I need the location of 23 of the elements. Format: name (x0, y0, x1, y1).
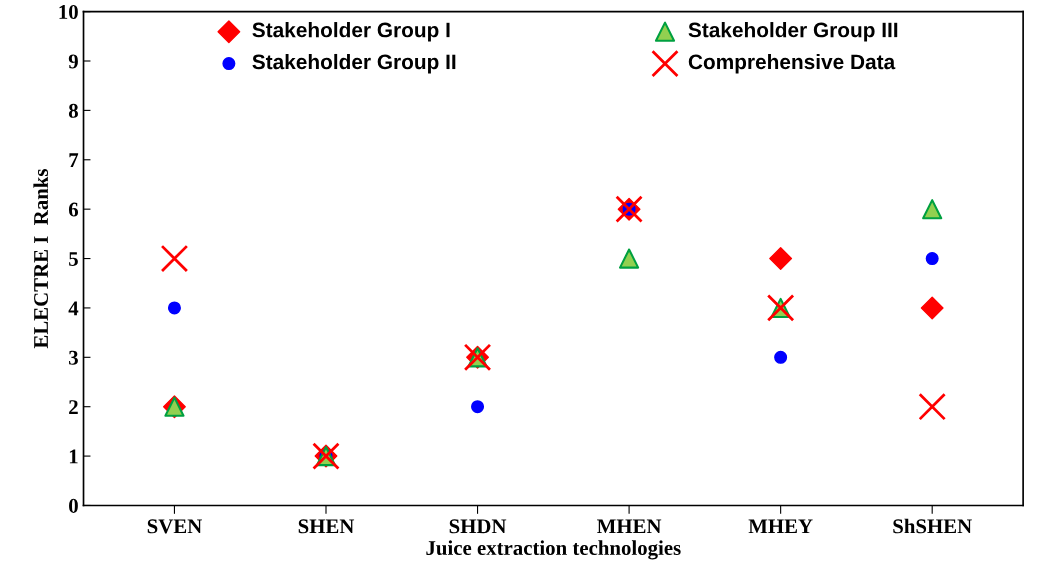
legend-label: Comprehensive Data (688, 53, 896, 74)
y-tick-label: 10 (59, 4, 78, 20)
y-tick-label: 0 (69, 498, 78, 513)
x-tick-label: ShSHEN (893, 518, 972, 534)
legend-label: Stakeholder Group I (252, 22, 450, 42)
x-tick-label: SHEN (298, 519, 355, 534)
x-axis-title: Juice extraction technologies (426, 540, 681, 560)
x-tick-label: MHEN (597, 519, 662, 534)
legend-label: Stakeholder Group III (688, 22, 898, 42)
y-tick-label: 3 (69, 350, 78, 365)
y-tick-label: 4 (68, 301, 79, 316)
x-tick-label: MHEY (748, 519, 813, 534)
y-tick-label: 9 (68, 54, 78, 69)
y-tick-label: 8 (68, 103, 78, 118)
y-tick-label: 7 (69, 153, 79, 167)
x-tick-label: SHDN (449, 519, 507, 534)
x-tick-label: SVEN (147, 519, 202, 534)
y-tick-label: 1 (69, 449, 78, 464)
y-tick-label: 2 (69, 400, 78, 414)
y-axis-title: ELECTRE I Ranks (33, 169, 49, 349)
y-tick-label: 5 (69, 252, 78, 266)
legend-label: Stakeholder Group II (252, 53, 456, 74)
y-tick-label: 6 (68, 202, 79, 217)
